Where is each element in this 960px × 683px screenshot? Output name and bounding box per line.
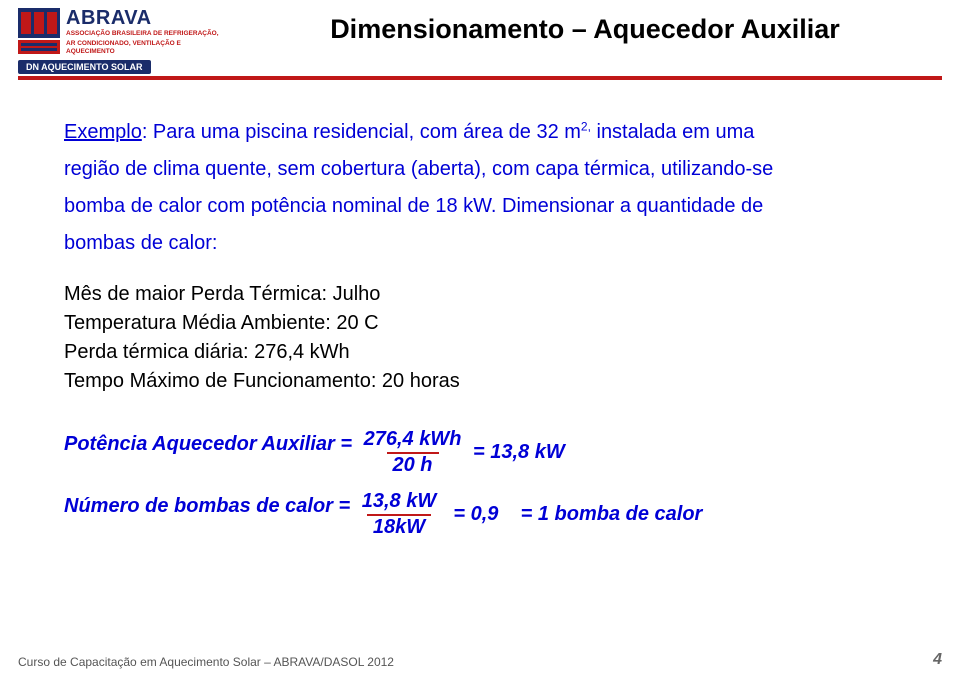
footer-course: Curso de Capacitação em Aquecimento Sola…: [18, 655, 394, 669]
r2-rest: = 0,9 = 1 bomba de calor: [442, 498, 702, 530]
details-block: Mês de maior Perda Térmica: Julho Temper…: [64, 280, 896, 396]
dn-aquecimento-badge: DN AQUECIMENTO SOLAR: [18, 60, 151, 74]
result-block: Potência Aquecedor Auxiliar = 276,4 kWh …: [64, 428, 896, 538]
exemplo-line-1: Exemplo: Para uma piscina residencial, c…: [64, 114, 896, 151]
title-area: Dimensionamento – Aquecedor Auxiliar: [228, 8, 942, 45]
exemplo-l1b: instalada em uma: [591, 121, 754, 143]
header: ABRAVA ASSOCIAÇÃO BRASILEIRA DE REFRIGER…: [0, 0, 960, 74]
detail-loss: Perda térmica diária: 276,4 kWh: [64, 338, 896, 367]
exemplo-line-4: bombas de calor:: [64, 225, 896, 262]
exemplo-block: Exemplo: Para uma piscina residencial, c…: [64, 114, 896, 262]
r2-denominator: 18kW: [367, 514, 431, 538]
exemplo-l1a: : Para uma piscina residencial, com área…: [142, 121, 581, 143]
r2-label: Número de bombas de calor =: [64, 490, 356, 522]
r2-numerator: 13,8 kW: [362, 490, 436, 512]
detail-month: Mês de maior Perda Térmica: Julho: [64, 280, 896, 309]
result-row-1: Potência Aquecedor Auxiliar = 276,4 kWh …: [64, 428, 896, 476]
logo-row: ABRAVA ASSOCIAÇÃO BRASILEIRA DE REFRIGER…: [18, 8, 228, 56]
r1-rest: = 13,8 kW: [467, 436, 564, 468]
r1-denominator: 20 h: [387, 452, 439, 476]
abrava-logo-icon: [18, 8, 60, 56]
footer: Curso de Capacitação em Aquecimento Sola…: [18, 651, 942, 669]
logo-block: ABRAVA ASSOCIAÇÃO BRASILEIRA DE REFRIGER…: [18, 8, 228, 74]
detail-time: Tempo Máximo de Funcionamento: 20 horas: [64, 367, 896, 396]
logo-text-block: ABRAVA ASSOCIAÇÃO BRASILEIRA DE REFRIGER…: [66, 8, 228, 55]
logo-sub-line-2: AR CONDICIONADO, VENTILAÇÃO E AQUECIMENT…: [66, 40, 228, 56]
page-number: 4: [933, 651, 942, 669]
exemplo-line-2: região de clima quente, sem cobertura (a…: [64, 151, 896, 188]
logo-sub-line-1: ASSOCIAÇÃO BRASILEIRA DE REFRIGERAÇÃO,: [66, 30, 228, 38]
logo-name: ABRAVA: [66, 8, 228, 28]
exemplo-line-3: bomba de calor com potência nominal de 1…: [64, 188, 896, 225]
result-row-2: Número de bombas de calor = 13,8 kW 18kW…: [64, 490, 896, 538]
exemplo-label: Exemplo: [64, 121, 142, 143]
content: Exemplo: Para uma piscina residencial, c…: [0, 80, 960, 538]
r1-fraction: 276,4 kWh 20 h: [364, 428, 462, 476]
exemplo-sup: 2,: [581, 119, 591, 133]
page-title: Dimensionamento – Aquecedor Auxiliar: [228, 14, 942, 45]
detail-temp: Temperatura Média Ambiente: 20 C: [64, 309, 896, 338]
r2-fraction: 13,8 kW 18kW: [362, 490, 436, 538]
r1-label: Potência Aquecedor Auxiliar =: [64, 428, 358, 460]
r1-numerator: 276,4 kWh: [364, 428, 462, 450]
